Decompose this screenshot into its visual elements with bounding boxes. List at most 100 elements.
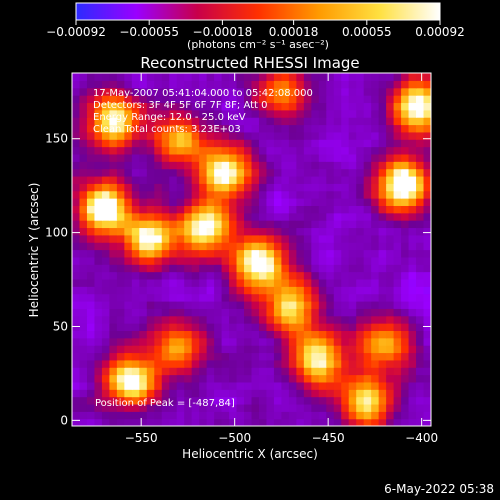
heatmap-cell — [326, 345, 335, 354]
heatmap-cell — [393, 278, 402, 287]
annotation-block: 17-May-2007 05:41:04.000 to 05:42:08.000… — [93, 88, 313, 135]
heatmap-cell — [124, 249, 133, 258]
heatmap-cell — [214, 374, 223, 383]
heatmap-cell — [101, 403, 110, 412]
heatmap-cell — [326, 396, 335, 405]
heatmap-cell — [378, 73, 387, 81]
heatmap-cell — [109, 190, 118, 199]
heatmap-cell — [109, 80, 118, 89]
heatmap-cell — [146, 389, 155, 398]
heatmap-cell — [371, 212, 380, 221]
heatmap-cell — [124, 286, 133, 295]
heatmap-cell — [311, 389, 320, 398]
heatmap-cell — [229, 95, 238, 104]
heatmap-cell — [154, 190, 163, 199]
heatmap-cell — [116, 87, 125, 96]
heatmap-cell — [236, 131, 245, 140]
heatmap-cell — [214, 315, 223, 324]
heatmap-cell — [296, 381, 305, 390]
heatmap-cell — [86, 367, 96, 376]
heatmap-cell — [184, 278, 193, 287]
heatmap-cell — [318, 212, 327, 221]
heatmap-cell — [124, 161, 133, 170]
heatmap-cell — [416, 175, 425, 184]
heatmap-cell — [393, 161, 402, 170]
heatmap-cell — [266, 183, 275, 192]
heatmap-cell — [176, 359, 185, 368]
heatmap-cell — [281, 73, 290, 81]
heatmap-cell — [401, 330, 410, 339]
heatmap-cell — [191, 153, 200, 162]
heatmap-cell — [423, 315, 431, 324]
heatmap-cell — [408, 330, 417, 339]
heatmap-cell — [416, 315, 425, 324]
heatmap-cell — [146, 374, 155, 383]
heatmap-cell — [348, 190, 357, 199]
heatmap-cell — [356, 418, 365, 426]
heatmap-cell — [101, 190, 110, 199]
heatmap-cell — [236, 249, 245, 258]
heatmap-cell — [154, 183, 163, 192]
heatmap-cell — [408, 337, 417, 346]
heatmap-cell — [154, 411, 163, 420]
heatmap-cell — [273, 109, 283, 118]
heatmap-cell — [244, 264, 253, 273]
heatmap-cell — [109, 286, 118, 295]
heatmap-cell — [296, 293, 305, 302]
heatmap-cell — [221, 205, 230, 214]
heatmap-cell — [154, 220, 163, 229]
heatmap-cell — [154, 80, 163, 89]
heatmap-cell — [318, 278, 327, 287]
heatmap-cell — [341, 389, 350, 398]
heatmap-cell — [326, 249, 335, 258]
heatmap-cell — [86, 242, 96, 251]
heatmap-cell — [303, 198, 312, 206]
heatmap-cell — [229, 80, 238, 89]
heatmap-cell — [288, 389, 297, 398]
heatmap-cell — [333, 315, 342, 324]
heatmap-cell — [101, 80, 110, 89]
heatmap-cell — [72, 315, 81, 324]
heatmap-cell — [154, 308, 163, 317]
heatmap-cell — [86, 102, 96, 111]
heatmap-cell — [408, 323, 417, 331]
heatmap-cell — [251, 139, 260, 148]
heatmap-cell — [139, 249, 148, 258]
heatmap-cell — [72, 286, 81, 295]
heatmap-cell — [139, 212, 148, 221]
heatmap-cell — [236, 308, 245, 317]
heatmap-cell — [296, 352, 305, 361]
heatmap-cell — [124, 264, 133, 273]
heatmap-cell — [386, 411, 395, 420]
heatmap-cell — [139, 131, 148, 140]
heatmap-cell — [266, 139, 275, 148]
x-axis-title: Heliocentric X (arcsec) — [182, 447, 318, 461]
heatmap-cell — [146, 95, 155, 104]
heatmap-cell — [333, 381, 342, 390]
heatmap-cell — [79, 403, 88, 412]
heatmap-cell — [393, 389, 402, 398]
heatmap-cell — [363, 278, 372, 287]
heatmap-cell — [273, 359, 283, 368]
heatmap-cell — [423, 95, 431, 104]
heatmap-cell — [94, 308, 103, 317]
heatmap-cell — [273, 308, 283, 317]
heatmap-cell — [311, 271, 320, 280]
heatmap-cell — [244, 183, 253, 192]
heatmap-cell — [296, 198, 305, 206]
heatmap-cell — [214, 249, 223, 258]
heatmap-cell — [311, 168, 320, 177]
heatmap-cell — [326, 146, 335, 155]
heatmap-cell — [229, 381, 238, 390]
heatmap-cell — [326, 109, 335, 118]
heatmap-cell — [161, 102, 170, 111]
heatmap-cell — [176, 131, 185, 140]
heatmap-cell — [206, 102, 215, 111]
heatmap-cell — [206, 264, 215, 273]
heatmap-cell — [79, 374, 88, 383]
heatmap-cell — [146, 161, 155, 170]
heatmap-cell — [131, 234, 140, 243]
heatmap-cell — [94, 403, 103, 412]
heatmap-cell — [109, 161, 118, 170]
heatmap-cell — [303, 278, 312, 287]
